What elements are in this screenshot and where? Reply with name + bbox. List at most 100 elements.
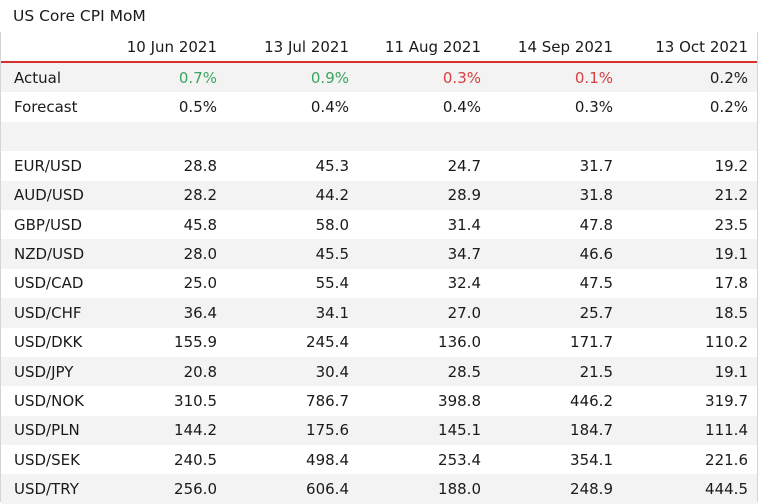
forecast-value: 0.3% (574, 98, 613, 117)
data-cell: 47.5 (579, 274, 613, 293)
table-row: USD/CAD 25.0 55.4 32.4 47.5 17.8 (1, 269, 757, 298)
spacer-cell (1, 121, 86, 152)
column-header: 13 Jul 2021 (226, 32, 358, 63)
data-cell: 32.4 (447, 274, 481, 293)
data-cell: 28.2 (86, 180, 226, 210)
row-label: USD/CAD (14, 274, 84, 293)
row-label: USD/DKK (14, 333, 83, 352)
data-cell: 28.5 (358, 356, 490, 387)
row-label: NZD/USD (1, 239, 86, 269)
data-cell: 248.9 (490, 474, 622, 504)
data-cell: 221.6 (705, 450, 748, 469)
data-cell: 144.2 (86, 415, 226, 446)
data-cell: 606.4 (226, 474, 358, 504)
data-cell: 240.5 (174, 450, 217, 469)
actual-value: 0.9% (226, 62, 358, 93)
data-cell: 19.1 (622, 356, 757, 387)
forecast-value: 0.2% (709, 98, 748, 117)
table-row: USD/NOK 310.5 786.7 398.8 446.2 319.7 (1, 386, 757, 415)
data-cell: 498.4 (306, 450, 349, 469)
data-cell: 20.8 (86, 356, 226, 387)
column-header: 10 Jun 2021 (86, 32, 226, 63)
forecast-row: Forecast 0.5% 0.4% 0.4% 0.3% 0.2% (1, 92, 757, 121)
data-cell: 36.4 (86, 298, 226, 328)
data-cell: 17.8 (714, 274, 748, 293)
data-cell: 19.1 (622, 239, 757, 269)
data-cell: 18.5 (622, 298, 757, 328)
actual-value: 0.7% (86, 62, 226, 93)
row-label: Forecast (14, 98, 78, 117)
row-label: USD/PLN (1, 415, 86, 446)
data-cell: 25.7 (490, 298, 622, 328)
data-cell: 155.9 (174, 333, 217, 352)
data-cell: 28.0 (86, 239, 226, 269)
column-header: 13 Oct 2021 (622, 32, 757, 63)
data-cell: 45.8 (183, 215, 217, 234)
actual-value: 0.1% (490, 62, 622, 93)
actual-row: Actual 0.7% 0.9% 0.3% 0.1% 0.2% (1, 62, 757, 93)
data-cell: 111.4 (622, 415, 757, 446)
data-cell: 58.0 (315, 215, 349, 234)
table-row: USD/CHF 36.4 34.1 27.0 25.7 18.5 (1, 298, 757, 328)
data-cell: 110.2 (705, 333, 748, 352)
data-cell: 34.1 (226, 298, 358, 328)
row-label: USD/JPY (1, 356, 86, 387)
row-label: USD/NOK (14, 391, 84, 410)
data-cell: 136.0 (438, 333, 481, 352)
spacer-cell (622, 121, 757, 152)
data-cell: 319.7 (705, 391, 748, 410)
data-cell: 31.8 (490, 180, 622, 210)
data-cell: 45.3 (315, 156, 349, 175)
data-cell: 27.0 (358, 298, 490, 328)
data-cell: 444.5 (622, 474, 757, 504)
table-row: USD/DKK 155.9 245.4 136.0 171.7 110.2 (1, 328, 757, 357)
data-table-frame: 10 Jun 2021 13 Jul 2021 11 Aug 2021 14 S… (0, 32, 758, 504)
data-cell: 786.7 (306, 391, 349, 410)
data-cell: 184.7 (490, 415, 622, 446)
data-cell: 19.2 (714, 156, 748, 175)
data-cell: 28.8 (183, 156, 217, 175)
data-cell: 31.7 (579, 156, 613, 175)
data-cell: 245.4 (306, 333, 349, 352)
data-cell: 25.0 (183, 274, 217, 293)
spacer-row (1, 121, 757, 152)
data-cell: 24.7 (447, 156, 481, 175)
row-label: USD/CHF (1, 298, 86, 328)
data-cell: 55.4 (315, 274, 349, 293)
data-cell: 256.0 (86, 474, 226, 504)
spacer-cell (358, 121, 490, 152)
data-cell: 21.2 (622, 180, 757, 210)
forecast-value: 0.4% (442, 98, 481, 117)
table-row: USD/TRY 256.0 606.4 188.0 248.9 444.5 (1, 474, 757, 504)
table-row: USD/JPY 20.8 30.4 28.5 21.5 19.1 (1, 356, 757, 387)
data-cell: 47.8 (579, 215, 613, 234)
forecast-value: 0.4% (310, 98, 349, 117)
data-cell: 188.0 (358, 474, 490, 504)
data-cell: 34.7 (358, 239, 490, 269)
table-row: NZD/USD 28.0 45.5 34.7 46.6 19.1 (1, 239, 757, 269)
row-label: GBP/USD (14, 215, 83, 234)
data-cell: 46.6 (490, 239, 622, 269)
data-cell: 310.5 (174, 391, 217, 410)
data-cell: 175.6 (226, 415, 358, 446)
data-cell: 145.1 (358, 415, 490, 446)
data-cell: 44.2 (226, 180, 358, 210)
spacer-cell (86, 121, 226, 152)
table-row: USD/SEK 240.5 498.4 253.4 354.1 221.6 (1, 445, 757, 474)
spacer-cell (490, 121, 622, 152)
row-label: USD/SEK (14, 450, 80, 469)
actual-value: 0.3% (358, 62, 490, 93)
data-cell: 28.9 (358, 180, 490, 210)
data-cell: 446.2 (570, 391, 613, 410)
row-label: USD/TRY (1, 474, 86, 504)
row-label: AUD/USD (1, 180, 86, 210)
table-row: USD/PLN 144.2 175.6 145.1 184.7 111.4 (1, 415, 757, 446)
row-label: EUR/USD (14, 156, 82, 175)
table-title: US Core CPI MoM (13, 7, 146, 25)
data-cell: 31.4 (447, 215, 481, 234)
row-label: Actual (1, 62, 86, 93)
column-header: 14 Sep 2021 (490, 32, 622, 63)
data-cell: 354.1 (570, 450, 613, 469)
currency-pair-rows: EUR/USD 28.8 45.3 24.7 31.7 19.2 AUD/USD 28.2 44… (1, 151, 757, 504)
actual-value: 0.2% (622, 62, 757, 93)
